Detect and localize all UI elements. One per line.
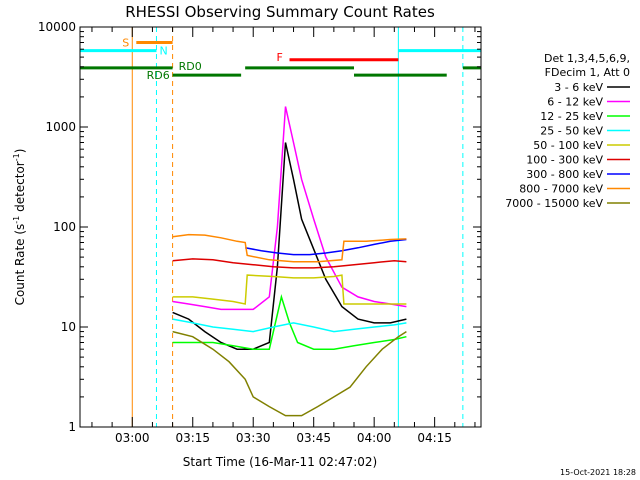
footer-date: 15-Oct-2021 18:28: [560, 468, 636, 477]
x-tick-label: 03:30: [236, 431, 271, 445]
y-axis-label-main: Count Rate (s: [13, 224, 27, 306]
legend-header-2: FDecim 1, Att 0: [545, 66, 630, 79]
legend-label-3-6-kev: 3 - 6 keV: [554, 81, 603, 94]
state-label-rd0: RD0: [179, 60, 202, 73]
x-axis: 03:00 03:15 03:30 03:45 04:00 04:15: [91, 27, 476, 445]
x-axis-label: Start Time (16-Mar-11 02:47:02): [183, 455, 377, 469]
series-line-12-25-kev: [172, 294, 407, 350]
plot-area: S N F RD0 RD6: [79, 27, 481, 427]
legend-label-800-7000-kev: 800 - 7000 keV: [519, 183, 603, 196]
legend-label-7000-15000-kev: 7000 - 15000 keV: [505, 197, 603, 210]
y-axis-label-sup1: -1: [12, 216, 21, 224]
series-line-100-300-kev: [172, 258, 407, 269]
series-line-300-800-kev: [245, 238, 407, 256]
legend-label-12-25-kev: 12 - 25 keV: [540, 110, 603, 123]
y-axis-label-sup2: -1: [12, 153, 21, 161]
x-tick-label: 04:15: [417, 431, 452, 445]
x-tick-label: 04:00: [357, 431, 392, 445]
y-tick-label: 1: [68, 420, 76, 434]
y-axis-label: Count Rate (s-1 detector-1): [12, 149, 27, 306]
series-line-25-50-kev: [172, 318, 407, 333]
chart-title: RHESSI Observing Summary Count Rates: [125, 3, 435, 21]
y-tick-label: 100: [53, 220, 76, 234]
state-label-n: N: [159, 45, 167, 58]
y-axis-label-mid: detector: [13, 161, 27, 216]
legend-label-100-300-kev: 100 - 300 keV: [526, 154, 603, 167]
legend-label-300-800-kev: 300 - 800 keV: [526, 168, 603, 181]
legend-header-1: Det 1,3,4,5,6,9,: [544, 52, 630, 65]
y-tick-label: 1000: [45, 120, 76, 134]
series-line-6-12-kev: [172, 106, 407, 311]
legend-label-6-12-kev: 6 - 12 keV: [547, 96, 603, 109]
series-line-800-7000-kev: [172, 233, 407, 263]
y-tick-label: 10000: [38, 20, 76, 34]
y-tick-label: 10: [61, 320, 76, 334]
legend-label-50-100-kev: 50 - 100 keV: [533, 139, 603, 152]
x-tick-label: 03:45: [296, 431, 331, 445]
series-line-3-6-kev: [172, 142, 407, 350]
legend: Det 1,3,4,5,6,9, FDecim 1, Att 0 3 - 6 k…: [505, 52, 630, 210]
series-line-50-100-kev: [172, 274, 407, 305]
state-label-s: S: [122, 36, 129, 49]
legend-label-25-50-kev: 25 - 50 keV: [540, 125, 603, 138]
y-axis-label-end: ): [13, 149, 27, 154]
series-line-7000-15000-kev: [172, 330, 407, 417]
x-tick-label: 03:00: [115, 431, 150, 445]
state-label-rd6: RD6: [147, 69, 170, 82]
x-tick-label: 03:15: [175, 431, 210, 445]
state-label-f: F: [277, 51, 283, 64]
y-axis: 1 10 100 1000 10000: [38, 20, 481, 434]
